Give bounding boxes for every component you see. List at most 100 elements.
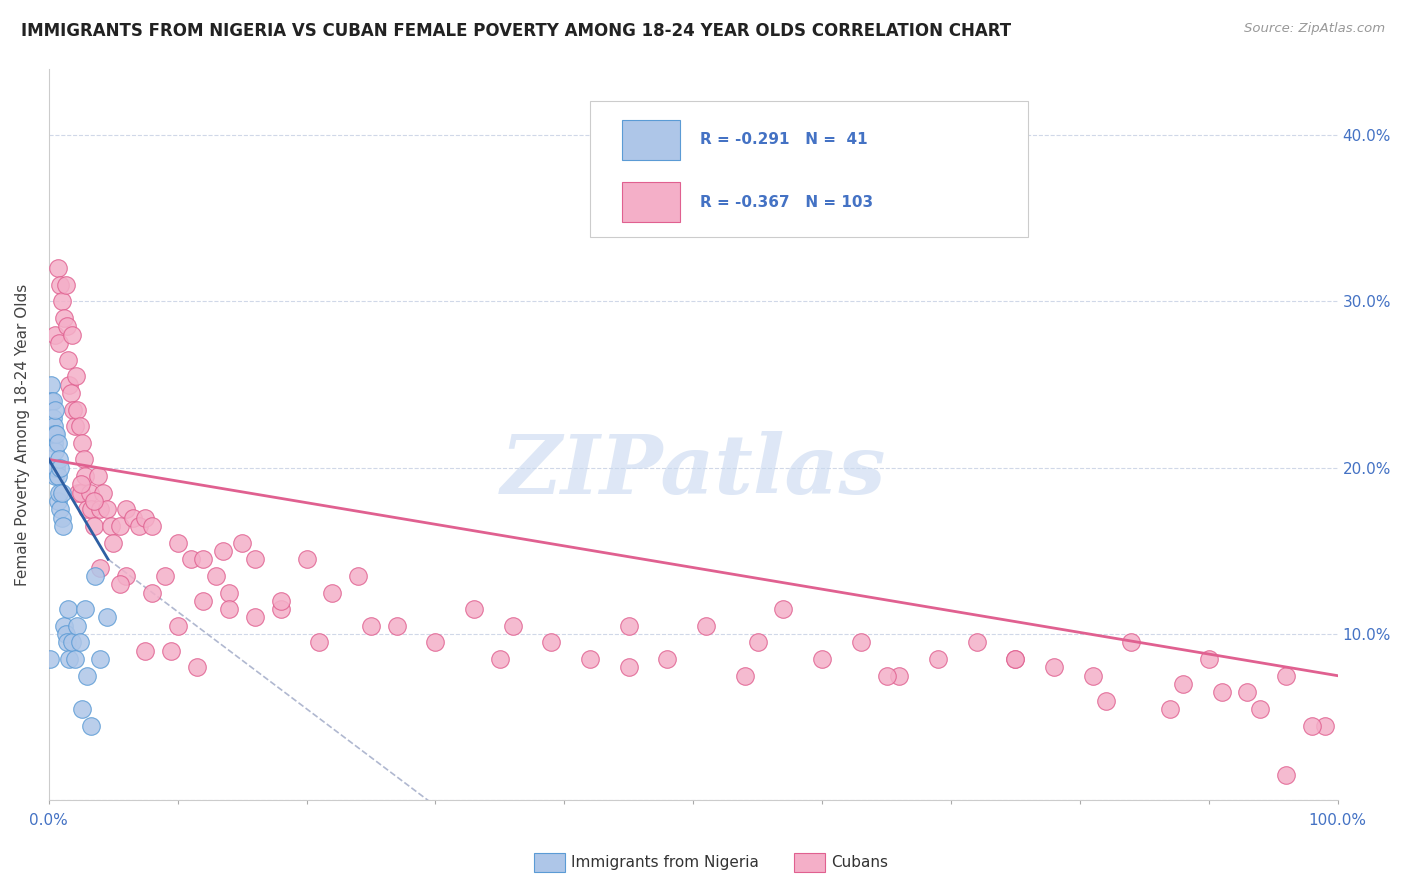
Point bbox=[42, 460, 65, 475]
Point bbox=[53, 311, 76, 326]
Point bbox=[772, 602, 794, 616]
Point bbox=[76, 502, 98, 516]
Point bbox=[617, 619, 640, 633]
Point bbox=[115, 569, 138, 583]
Point bbox=[1081, 668, 1104, 682]
Point bbox=[360, 619, 382, 633]
Point bbox=[59, 385, 82, 400]
Point bbox=[46, 435, 69, 450]
Point bbox=[41, 427, 63, 442]
Point bbox=[927, 652, 949, 666]
Point bbox=[55, 627, 77, 641]
Text: Source: ZipAtlas.com: Source: ZipAtlas.com bbox=[1244, 22, 1385, 36]
Point bbox=[44, 427, 66, 442]
Point bbox=[231, 535, 253, 549]
Point bbox=[811, 652, 834, 666]
Point bbox=[53, 619, 76, 633]
Point bbox=[89, 502, 111, 516]
Point bbox=[58, 652, 80, 666]
Text: Immigrants from Nigeria: Immigrants from Nigeria bbox=[571, 855, 759, 870]
Point bbox=[243, 552, 266, 566]
Point bbox=[70, 477, 93, 491]
Point bbox=[218, 585, 240, 599]
Point bbox=[747, 635, 769, 649]
Point bbox=[42, 419, 65, 434]
Point bbox=[46, 261, 69, 276]
Point bbox=[128, 519, 150, 533]
Point bbox=[141, 585, 163, 599]
Point bbox=[1159, 702, 1181, 716]
Point bbox=[45, 460, 67, 475]
Point bbox=[73, 469, 96, 483]
Point bbox=[160, 644, 183, 658]
Point bbox=[73, 602, 96, 616]
Point bbox=[87, 469, 110, 483]
Point bbox=[83, 519, 105, 533]
Y-axis label: Female Poverty Among 18-24 Year Olds: Female Poverty Among 18-24 Year Olds bbox=[15, 284, 30, 586]
Point bbox=[80, 502, 103, 516]
Point bbox=[166, 619, 188, 633]
FancyBboxPatch shape bbox=[591, 102, 1028, 237]
Point bbox=[62, 402, 84, 417]
Point bbox=[321, 585, 343, 599]
Point bbox=[66, 402, 89, 417]
Point bbox=[211, 544, 233, 558]
Point bbox=[63, 652, 86, 666]
Point bbox=[1004, 652, 1026, 666]
Point bbox=[108, 577, 131, 591]
Point bbox=[103, 535, 125, 549]
Point bbox=[72, 435, 94, 450]
Point bbox=[540, 635, 562, 649]
Point bbox=[153, 569, 176, 583]
Point bbox=[489, 652, 512, 666]
Point bbox=[49, 460, 72, 475]
Point bbox=[1121, 635, 1143, 649]
Point bbox=[502, 619, 524, 633]
Point bbox=[79, 485, 101, 500]
Point bbox=[65, 369, 87, 384]
Point bbox=[42, 435, 65, 450]
Point bbox=[579, 652, 602, 666]
Point bbox=[44, 402, 66, 417]
Point bbox=[91, 485, 114, 500]
Point bbox=[72, 452, 94, 467]
Point bbox=[1171, 677, 1194, 691]
Point bbox=[425, 635, 447, 649]
Point bbox=[41, 394, 63, 409]
Point bbox=[48, 485, 70, 500]
Point bbox=[1211, 685, 1233, 699]
Point bbox=[134, 644, 156, 658]
Point bbox=[84, 569, 107, 583]
Point bbox=[617, 660, 640, 674]
Point bbox=[1236, 685, 1258, 699]
Point bbox=[58, 377, 80, 392]
Point bbox=[52, 519, 75, 533]
Point bbox=[889, 668, 911, 682]
Point bbox=[308, 635, 330, 649]
Point bbox=[385, 619, 408, 633]
Point bbox=[46, 494, 69, 508]
Point bbox=[49, 502, 72, 516]
Point bbox=[849, 635, 872, 649]
Point bbox=[115, 502, 138, 516]
FancyBboxPatch shape bbox=[623, 120, 681, 160]
Point bbox=[1313, 718, 1336, 732]
Point bbox=[48, 336, 70, 351]
Point bbox=[51, 510, 73, 524]
Point bbox=[1275, 668, 1298, 682]
Point bbox=[56, 635, 79, 649]
Point bbox=[96, 502, 118, 516]
Point bbox=[80, 718, 103, 732]
Point bbox=[657, 652, 679, 666]
Point bbox=[41, 410, 63, 425]
FancyBboxPatch shape bbox=[623, 182, 681, 222]
Point bbox=[69, 419, 91, 434]
Point bbox=[45, 427, 67, 442]
Point bbox=[51, 294, 73, 309]
Point bbox=[1094, 693, 1116, 707]
Point bbox=[63, 419, 86, 434]
Point bbox=[270, 594, 292, 608]
Point bbox=[243, 610, 266, 624]
Point bbox=[67, 485, 90, 500]
Point bbox=[72, 702, 94, 716]
